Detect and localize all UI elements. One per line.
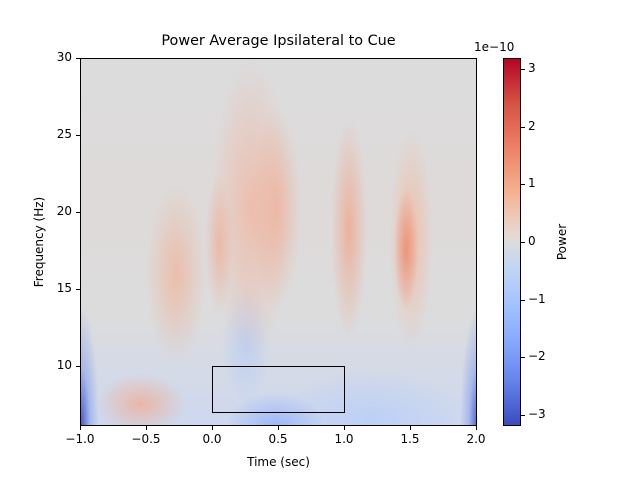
colorbar-tick-label: 2 xyxy=(528,119,536,133)
y-tick-label: 20 xyxy=(56,204,72,218)
x-tick xyxy=(146,426,147,430)
y-tick-label: 30 xyxy=(56,50,72,64)
y-tick xyxy=(76,366,80,367)
y-tick xyxy=(76,58,80,59)
colorbar-tick xyxy=(521,300,525,301)
x-tick xyxy=(344,426,345,430)
colorbar-tick xyxy=(521,415,525,416)
y-tick xyxy=(76,135,80,136)
y-tick xyxy=(76,289,80,290)
roi-box xyxy=(212,366,345,413)
x-tick-label: 0.5 xyxy=(268,432,288,446)
y-tick-label: 10 xyxy=(56,358,72,372)
heatmap-image xyxy=(81,59,476,425)
colorbar xyxy=(503,58,521,426)
colorbar-tick-label: −3 xyxy=(528,407,546,421)
x-tick-label: 1.0 xyxy=(334,432,354,446)
x-tick-label: 0.0 xyxy=(202,432,222,446)
colorbar-tick-label: 1 xyxy=(528,176,536,190)
colorbar-tick xyxy=(521,184,525,185)
colorbar-tick xyxy=(521,357,525,358)
colorbar-tick-label: 3 xyxy=(528,61,536,75)
colorbar-exponent: 1e−10 xyxy=(474,40,515,54)
colorbar-tick-label: −1 xyxy=(528,292,546,306)
x-tick xyxy=(80,426,81,430)
colorbar-tick-label: 0 xyxy=(528,234,536,248)
x-tick xyxy=(212,426,213,430)
y-axis-label: Frequency (Hz) xyxy=(32,196,46,288)
x-tick-label: −1.0 xyxy=(65,432,95,446)
chart-title: Power Average Ipsilateral to Cue xyxy=(161,33,396,49)
x-axis-label: Time (sec) xyxy=(247,455,310,469)
colorbar-label: Power xyxy=(555,223,569,261)
x-tick-label: 2.0 xyxy=(466,432,486,446)
y-tick xyxy=(76,212,80,213)
colorbar-tick xyxy=(521,127,525,128)
x-tick-label: −0.5 xyxy=(131,432,161,446)
y-tick-label: 15 xyxy=(56,281,72,295)
x-tick-label: 1.5 xyxy=(400,432,420,446)
colorbar-tick xyxy=(521,69,525,70)
x-tick xyxy=(410,426,411,430)
x-tick xyxy=(476,426,477,430)
x-tick xyxy=(278,426,279,430)
heatmap-plot-area xyxy=(80,58,477,426)
y-tick-label: 25 xyxy=(56,127,72,141)
colorbar-tick xyxy=(521,242,525,243)
colorbar-tick-label: −2 xyxy=(528,349,546,363)
